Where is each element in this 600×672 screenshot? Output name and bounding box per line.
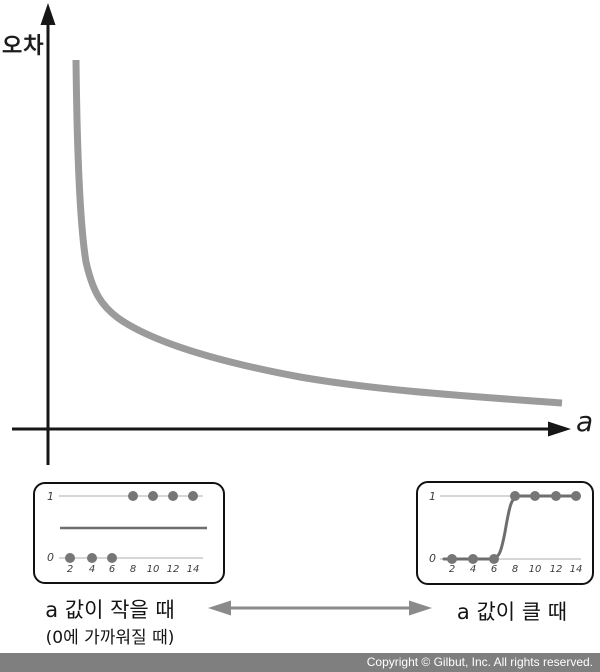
x-tick-label: 2 (448, 564, 456, 575)
y-axis-arrowhead-icon (40, 3, 56, 25)
x-tick-label: 10 (528, 564, 542, 575)
data-point-dot (530, 491, 540, 501)
copyright-bar: Copyright © Gilbut, Inc. All rights rese… (0, 653, 600, 672)
caption-small-a-sub: (0에 가까워질 때) (45, 628, 175, 648)
inset-small-a-chart: 1 0 2 4 6 8 10 12 14 (33, 482, 225, 584)
data-point-dot (489, 554, 499, 564)
x-axis-arrowhead-icon (548, 421, 571, 437)
copyright-text: Copyright © Gilbut, Inc. All rights rese… (366, 655, 593, 669)
x-tick-label: 8 (129, 564, 137, 575)
caption-small-a: a 값이 작을 때 (45, 598, 175, 622)
x-tick-label: 6 (490, 564, 498, 575)
x-tick-label: 12 (166, 564, 180, 575)
data-point-dot (87, 553, 97, 563)
x-tick-label: 4 (88, 564, 96, 575)
data-point-dot (468, 554, 478, 564)
y-tick-zero: 0 (429, 552, 436, 565)
data-point-dot (128, 491, 138, 501)
data-point-dot (510, 491, 520, 501)
arrow-left-head-icon (208, 600, 231, 616)
x-tick-label: 10 (146, 564, 160, 575)
data-point-dot (148, 491, 158, 501)
x-tick-label: 8 (511, 564, 519, 575)
data-point-dot (447, 554, 457, 564)
arrow-right-head-icon (409, 600, 432, 616)
x-tick-label: 12 (549, 564, 563, 575)
error-curve (72, 59, 563, 407)
y-tick-one: 1 (429, 490, 436, 503)
x-tick-label: 6 (108, 564, 116, 575)
data-point-dot (168, 491, 178, 501)
x-tick-label: 4 (469, 564, 477, 575)
data-point-dot (107, 553, 117, 563)
x-tick-label: 14 (569, 564, 583, 575)
x-tick-label: 14 (186, 564, 200, 575)
inset-large-a-chart: 1 0 2 4 6 8 10 12 14 (416, 481, 594, 585)
data-point-dot (571, 491, 581, 501)
main-chart (12, 3, 571, 465)
inset-right-plot (440, 491, 581, 564)
double-arrow (208, 600, 432, 616)
data-point-dot (65, 553, 75, 563)
data-point-dot (551, 491, 561, 501)
data-point-dot (188, 491, 198, 501)
caption-large-a: a 값이 클 때 (456, 600, 568, 624)
inset-left-plot (59, 491, 207, 563)
y-tick-one: 1 (47, 490, 54, 503)
y-tick-zero: 0 (47, 551, 54, 564)
sigmoid-curve (442, 494, 581, 561)
x-axis-label: a (576, 405, 594, 438)
x-tick-label: 2 (66, 564, 74, 575)
y-axis-label: 오차 (2, 34, 45, 59)
